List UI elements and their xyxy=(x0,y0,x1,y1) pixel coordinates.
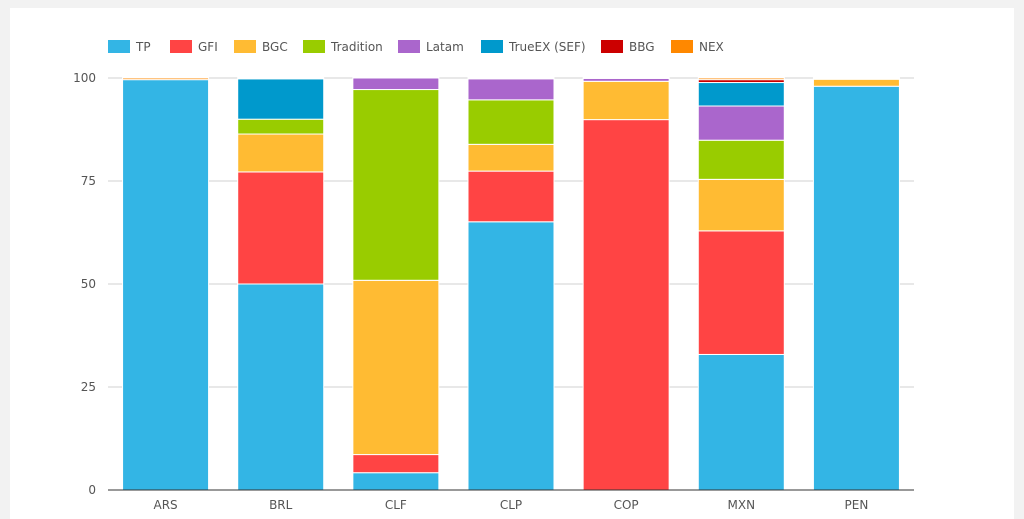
legend-item[interactable]: TP xyxy=(108,40,151,54)
x-tick-label: COP xyxy=(614,498,639,512)
bar-segment[interactable] xyxy=(697,178,785,232)
bar-segment[interactable] xyxy=(582,119,670,491)
legend-swatch xyxy=(303,40,325,53)
legend-item[interactable]: Tradition xyxy=(303,40,383,54)
bar-segment[interactable] xyxy=(237,283,325,491)
x-tick-label: CLF xyxy=(385,498,407,512)
legend-swatch xyxy=(234,40,256,53)
bar-segment[interactable] xyxy=(122,77,210,81)
y-tick-label: 100 xyxy=(73,71,96,85)
bar-segment[interactable] xyxy=(237,133,325,173)
y-tick-label: 0 xyxy=(88,483,96,497)
x-tick-label: BRL xyxy=(269,498,293,512)
legend-label: BGC xyxy=(262,40,288,54)
y-tick-label: 75 xyxy=(81,174,96,188)
x-tick-label: MXN xyxy=(728,498,756,512)
bar-segment[interactable] xyxy=(352,279,440,456)
bar-segment[interactable] xyxy=(697,230,785,355)
legend-item[interactable]: GFI xyxy=(170,40,218,54)
x-tick-label: PEN xyxy=(845,498,869,512)
bar-segment[interactable] xyxy=(352,89,440,281)
legend-item[interactable]: NEX xyxy=(671,40,724,54)
legend-item[interactable]: TrueEX (SEF) xyxy=(481,40,586,54)
legend-swatch xyxy=(671,40,693,53)
bars-layer xyxy=(122,77,900,491)
bar-segment[interactable] xyxy=(237,118,325,135)
bar-segment[interactable] xyxy=(582,80,670,121)
legend-item[interactable]: BGC xyxy=(234,40,288,54)
bar-segment[interactable] xyxy=(467,99,555,145)
legend-item[interactable]: BBG xyxy=(601,40,655,54)
bar-segment[interactable] xyxy=(352,454,440,474)
bar-segment[interactable] xyxy=(122,79,210,491)
legend-label: Tradition xyxy=(330,40,383,54)
x-tick-label: CLP xyxy=(500,498,522,512)
bar-segment[interactable] xyxy=(812,78,900,87)
legend-swatch xyxy=(108,40,130,53)
legend-swatch xyxy=(481,40,503,53)
y-tick-label: 25 xyxy=(81,380,96,394)
legend-label: NEX xyxy=(699,40,724,54)
legend-label: TP xyxy=(135,40,151,54)
bar-segment[interactable] xyxy=(467,143,555,172)
legend-item[interactable]: Latam xyxy=(398,40,464,54)
bar-segment[interactable] xyxy=(467,77,555,80)
bar-segment[interactable] xyxy=(467,170,555,223)
bar-segment[interactable] xyxy=(467,221,555,491)
legend-label: TrueEX (SEF) xyxy=(508,40,586,54)
bar-segment[interactable] xyxy=(237,171,325,285)
bar-segment[interactable] xyxy=(812,85,900,491)
bar-segment[interactable] xyxy=(237,77,325,80)
bar-segment[interactable] xyxy=(697,353,785,491)
legend-swatch xyxy=(398,40,420,53)
bar-segment[interactable] xyxy=(467,78,555,101)
legend[interactable]: TP GFI BGC Tradition Latam TrueEX (SEF) BBG NEX xyxy=(108,40,724,54)
bar-segment[interactable] xyxy=(697,105,785,141)
legend-swatch xyxy=(170,40,192,53)
axes-layer: 0 25 50 75 100 ARS BRL CLF CLP COP MXN PEN xyxy=(73,71,914,512)
bar-segment[interactable] xyxy=(352,77,440,91)
bar-segment[interactable] xyxy=(352,472,440,491)
y-tick-label: 50 xyxy=(81,277,96,291)
bar-segment[interactable] xyxy=(697,139,785,180)
legend-label: Latam xyxy=(426,40,464,54)
legend-swatch xyxy=(601,40,623,53)
legend-label: BBG xyxy=(629,40,655,54)
bar-segment[interactable] xyxy=(237,78,325,120)
bar-segment[interactable] xyxy=(697,77,785,81)
bar-segment[interactable] xyxy=(697,82,785,107)
legend-label: GFI xyxy=(198,40,218,54)
x-tick-label: ARS xyxy=(153,498,177,512)
